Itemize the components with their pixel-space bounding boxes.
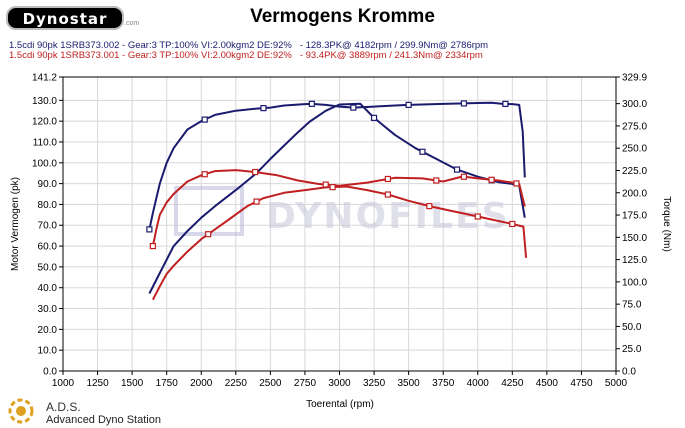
series-marker [419, 148, 426, 155]
series-lines [146, 100, 528, 301]
x-tick-label: 2250 [225, 378, 248, 389]
run-1-peaks: - 128.3PK@ 4182rpm / 299.9Nm@ 2786rpm [299, 40, 489, 51]
y-left-tick-label: 130.0 [32, 96, 57, 107]
x-tick-label: 1500 [121, 378, 144, 389]
logo-text: Dynostar [22, 10, 108, 28]
x-tick-label: 1000 [52, 378, 75, 389]
y-right-tick-label: 225.0 [622, 166, 647, 177]
series-marker [205, 231, 212, 238]
series-marker [384, 191, 391, 198]
series-line-2 [148, 102, 526, 294]
series-line-3 [151, 169, 526, 247]
run-2-info: 1.5cdi 90pk 1SRB373.001 - Gear:3 TP:100%… [9, 50, 292, 61]
series-marker [370, 114, 378, 122]
series-marker [488, 176, 495, 183]
y-left-tick-label: 110.0 [33, 137, 58, 148]
ads-logo-icon [8, 398, 34, 424]
series-marker [502, 100, 509, 108]
run-2-peaks: - 93.4PK@ 3889rpm / 241.3Nm@ 2334rpm [299, 50, 483, 61]
y-left-tick-label: 30.0 [38, 304, 58, 315]
x-tick-label: 3000 [328, 378, 351, 389]
series-marker [433, 177, 440, 184]
watermark-text: DYNOFILES [266, 196, 510, 237]
y-left-tick-label: 20.0 [38, 325, 58, 336]
y-left-tick-label: 70.0 [38, 221, 58, 232]
x-tick-label: 3250 [363, 378, 386, 389]
series-marker [460, 100, 468, 107]
x-tick-label: 4250 [501, 378, 524, 389]
ads-subtitle: Advanced Dyno Station [46, 414, 161, 426]
y-right-tick-label: 250.0 [622, 144, 647, 155]
y-right-tick-label: 75.0 [622, 300, 642, 311]
series-marker [201, 116, 208, 123]
y-right-tick-label: 150.0 [622, 233, 647, 244]
y-left-tick-label: 60.0 [38, 242, 58, 253]
y-right-tick-label: 100.0 [622, 277, 647, 288]
series-marker [460, 173, 468, 180]
run-1-info: 1.5cdi 90pk 1SRB373.002 - Gear:3 TP:100%… [9, 40, 292, 51]
run-legend-2: 1.5cdi 90pk 1SRB373.001 - Gear:3 TP:100%… [9, 50, 483, 61]
series-marker [253, 198, 260, 205]
series-marker [513, 180, 520, 187]
series-marker [308, 100, 315, 107]
y-right-ticks: 0.0 25.0 50.0 75.0 100.0 125.0 150.0 175.0 200.0… [616, 73, 647, 378]
x-tick-label: 4750 [570, 378, 593, 389]
y-right-tick-label: 25.0 [622, 344, 642, 355]
y-right-tick-label: 200.0 [622, 188, 647, 199]
x-tick-label: 2750 [294, 378, 317, 389]
y-right-tick-label: 175.0 [622, 211, 647, 222]
y-left-tick-label: 141.2 [32, 73, 57, 84]
series-line-4 [152, 185, 528, 301]
y-left-ticks: 0.0 10.0 20.0 30.0 40.0 50.0 60.0 70.0 80.0 90.0 1… [32, 73, 63, 378]
y-right-tick-label: 125.0 [622, 255, 647, 266]
y-right-tick-label: 300.0 [622, 99, 647, 110]
x-tick-label: 4000 [467, 378, 490, 389]
series-marker [260, 105, 267, 112]
y-left-tick-label: 120.0 [32, 117, 57, 128]
y-right-tick-label: 275.0 [622, 121, 647, 132]
y-right-axis-label: Torque (Nm) [661, 196, 672, 252]
y-left-axis-label: Motor Vermogen (pk) [10, 177, 21, 271]
series-marker [426, 203, 433, 210]
y-right-tick-label: 329.9 [622, 73, 647, 84]
y-left-tick-label: 0.0 [43, 367, 57, 378]
y-left-tick-label: 80.0 [38, 200, 58, 211]
y-left-tick-label: 100.0 [32, 158, 57, 169]
x-tick-label: 1750 [156, 378, 179, 389]
series-marker [474, 213, 481, 220]
y-left-tick-label: 50.0 [38, 262, 58, 273]
y-right-tick-label: 0.0 [622, 367, 636, 378]
ads-title: A.D.S. [46, 400, 81, 414]
series-marker [329, 184, 336, 191]
series-marker [252, 168, 259, 176]
y-left-tick-label: 90.0 [38, 179, 58, 190]
chart-title: Vermogens Kromme [250, 6, 435, 27]
series-line-1 [148, 101, 526, 230]
series-marker [201, 171, 208, 178]
y-right-tick-label: 50.0 [622, 322, 642, 333]
x-tick-label: 2500 [259, 378, 282, 389]
run-legend-1: 1.5cdi 90pk 1SRB373.002 - Gear:3 TP:100%… [9, 40, 488, 51]
y-left-tick-label: 40.0 [38, 283, 58, 294]
x-tick-label: 5000 [605, 378, 628, 389]
x-tick-label: 3750 [432, 378, 455, 389]
x-axis-ticks: 1000 1250 1500 1750 2000 2250 2500 2750 3000 3250… [52, 371, 628, 389]
dynostar-logo: Dynostar [6, 6, 124, 30]
series-marker [350, 104, 357, 111]
x-tick-label: 2000 [190, 378, 213, 389]
series-marker [384, 175, 391, 183]
chart-grid [63, 77, 616, 371]
logo-suffix: .com [124, 20, 140, 27]
series-marker [453, 166, 461, 173]
x-tick-label: 4500 [536, 378, 559, 389]
series-marker [509, 220, 516, 228]
y-left-tick-label: 10.0 [38, 346, 58, 357]
x-tick-label: 1250 [86, 378, 109, 389]
series-marker [405, 101, 412, 109]
x-axis-label: Toerental (rpm) [306, 399, 374, 410]
series-marker [149, 242, 156, 250]
series-marker [146, 226, 153, 233]
x-tick-label: 3500 [398, 378, 421, 389]
